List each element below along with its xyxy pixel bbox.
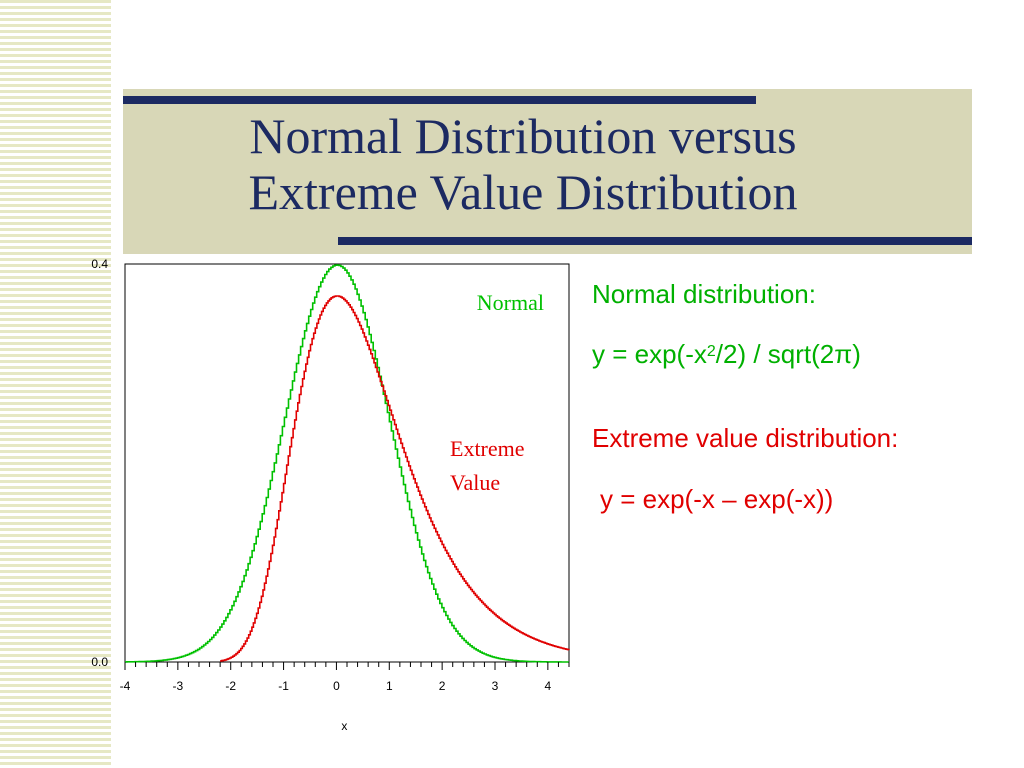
title-rule-bottom bbox=[338, 237, 972, 245]
slide-title: Normal Distribution versus Extreme Value… bbox=[123, 108, 923, 220]
annotation-extreme: Extreme bbox=[450, 436, 525, 461]
x-tick-label: 0 bbox=[333, 679, 340, 693]
annotation-value: Value bbox=[450, 470, 500, 495]
title-band bbox=[123, 89, 972, 254]
normal-heading: Normal distribution: bbox=[592, 279, 816, 309]
extreme-heading: Extreme value distribution: bbox=[592, 423, 899, 453]
y-tick-label: 0.0 bbox=[91, 655, 108, 669]
x-tick-label: 2 bbox=[439, 679, 446, 693]
x-axis-label: x bbox=[341, 719, 347, 733]
series-normal-line bbox=[125, 264, 569, 663]
annotation-normal: Normal bbox=[477, 290, 544, 315]
normal-formula-part-1: y = exp(-x bbox=[592, 339, 707, 369]
y-tick-label: 0.4 bbox=[91, 257, 108, 271]
x-tick-label: -2 bbox=[225, 679, 236, 693]
series-extreme-value-line bbox=[220, 295, 570, 662]
x-tick-label: 4 bbox=[545, 679, 552, 693]
plot-frame bbox=[124, 263, 570, 663]
x-tick-label: -4 bbox=[120, 679, 131, 693]
normal-formula-part-2: /2) / sqrt(2π) bbox=[715, 339, 861, 369]
decorative-stripes bbox=[0, 0, 111, 768]
x-tick-label: -3 bbox=[173, 679, 184, 693]
slide-title-line-2: Extreme Value Distribution bbox=[248, 164, 798, 220]
normal-formula: y = exp(-x2/2) / sqrt(2π) bbox=[592, 339, 861, 369]
slide-title-line-1: Normal Distribution versus bbox=[249, 108, 797, 164]
x-tick-label: 1 bbox=[386, 679, 393, 693]
normal-formula-exponent: 2 bbox=[706, 343, 716, 360]
x-tick-label: -1 bbox=[278, 679, 289, 693]
title-rule-top bbox=[123, 96, 756, 104]
extreme-formula: y = exp(-x – exp(-x)) bbox=[600, 484, 834, 514]
x-tick-label: 3 bbox=[492, 679, 499, 693]
